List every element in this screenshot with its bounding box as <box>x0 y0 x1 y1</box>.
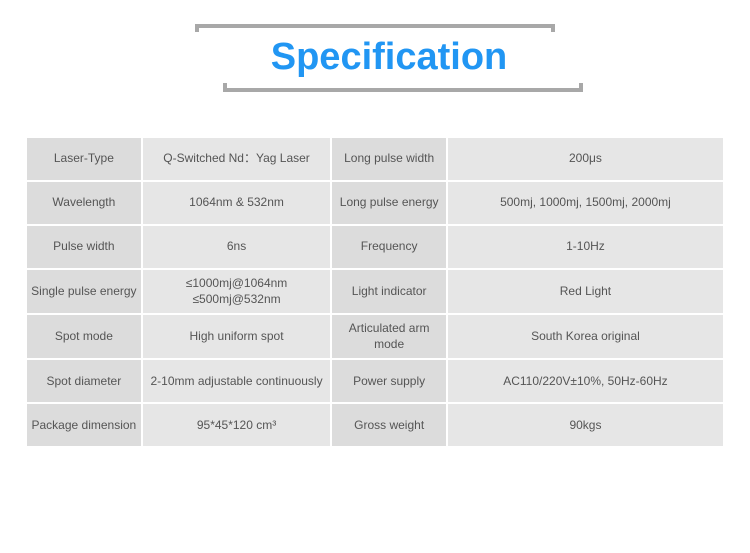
table-row: Spot mode High uniform spot Articulated … <box>27 315 723 358</box>
spec-value: ≤1000mj@1064nm ≤500mj@532nm <box>143 270 331 313</box>
spec-label: Wavelength <box>27 182 141 224</box>
table-row: Wavelength 1064nm & 532nm Long pulse ene… <box>27 182 723 224</box>
spec-label: Power supply <box>332 360 446 402</box>
spec-value: 1064nm & 532nm <box>143 182 331 224</box>
table-row: Laser-Type Q-Switched Nd：Yag Laser Long … <box>27 138 723 180</box>
spec-label: Package dimension <box>27 404 141 446</box>
spec-label: Light indicator <box>332 270 446 313</box>
spec-value: 1-10Hz <box>448 226 723 268</box>
spec-value: 200μs <box>448 138 723 180</box>
spec-label: Spot mode <box>27 315 141 358</box>
spec-value: 2-10mm adjustable continuously <box>143 360 331 402</box>
spec-value: AC110/220V±10%, 50Hz-60Hz <box>448 360 723 402</box>
title-container: Specification <box>195 18 555 98</box>
spec-label: Spot diameter <box>27 360 141 402</box>
spec-value: Q-Switched Nd：Yag Laser <box>143 138 331 180</box>
page-title: Specification <box>195 32 583 83</box>
table-row: Single pulse energy ≤1000mj@1064nm ≤500m… <box>27 270 723 313</box>
spec-value: High uniform spot <box>143 315 331 358</box>
spec-label: Pulse width <box>27 226 141 268</box>
table-row: Spot diameter 2-10mm adjustable continuo… <box>27 360 723 402</box>
spec-label: Gross weight <box>332 404 446 446</box>
spec-label: Single pulse energy <box>27 270 141 313</box>
spec-table-body: Laser-Type Q-Switched Nd：Yag Laser Long … <box>27 138 723 446</box>
spec-value: 6ns <box>143 226 331 268</box>
spec-table: Laser-Type Q-Switched Nd：Yag Laser Long … <box>25 136 725 448</box>
spec-value: 90kgs <box>448 404 723 446</box>
spec-label: Articulated arm mode <box>332 315 446 358</box>
table-row: Package dimension 95*45*120 cm³ Gross we… <box>27 404 723 446</box>
spec-value: South Korea original <box>448 315 723 358</box>
spec-label: Laser-Type <box>27 138 141 180</box>
spec-label: Long pulse energy <box>332 182 446 224</box>
spec-label: Long pulse width <box>332 138 446 180</box>
spec-value: 500mj, 1000mj, 1500mj, 2000mj <box>448 182 723 224</box>
spec-value: 95*45*120 cm³ <box>143 404 331 446</box>
table-row: Pulse width 6ns Frequency 1-10Hz <box>27 226 723 268</box>
spec-label: Frequency <box>332 226 446 268</box>
spec-value: Red Light <box>448 270 723 313</box>
